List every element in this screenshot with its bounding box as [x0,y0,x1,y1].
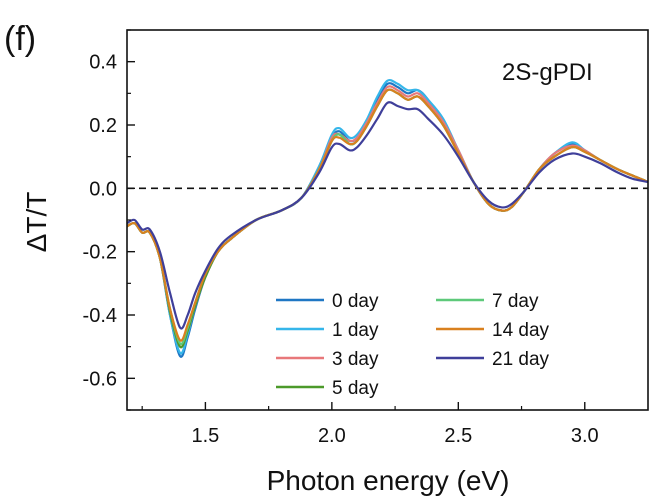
x-tick-label: 1.5 [191,425,219,447]
series-line-5 [126,88,649,342]
y-tick-label: 0.2 [89,115,117,137]
y-tick-label: -0.6 [83,368,117,390]
x-tick-label: 2.5 [444,425,472,447]
y-tick-label: 0.0 [89,178,117,200]
legend-label-3: 5 day [332,378,379,399]
legend-label-0: 0 day [332,291,379,312]
series-line-0 [126,82,649,358]
legend-label-1: 1 day [332,320,379,341]
legend-label-4: 7 day [492,291,539,312]
legend-label-5: 14 day [492,320,550,341]
x-tick-label: 2.0 [318,425,346,447]
y-tick-label: -0.2 [83,242,117,264]
ticks: 1.5 2.0 2.5 3.0 -0.6 -0.4 -0.2 0.0 0.2 0.4 [83,29,599,447]
series-line-4 [126,88,649,346]
series-line-1 [126,78,649,355]
y-axis-label: ΔT/T [21,192,52,253]
y-tick-label: -0.4 [83,305,117,327]
plot-area [126,78,649,358]
legend-label-6: 21 day [492,349,550,370]
panel-label: (f) [4,20,36,58]
series-line-3 [126,88,649,349]
x-tick-label: 3.0 [571,425,599,447]
legend-label-2: 3 day [332,349,379,370]
inset-label: 2S-gPDI [502,59,593,86]
x-axis-label: Photon energy (eV) [267,465,510,496]
legend: 0 day 1 day 3 day 5 day 7 day 14 day 21 day [276,291,550,399]
series-line-6 [126,101,649,330]
y-tick-label: 0.4 [89,52,117,74]
series-line-2 [126,85,649,349]
